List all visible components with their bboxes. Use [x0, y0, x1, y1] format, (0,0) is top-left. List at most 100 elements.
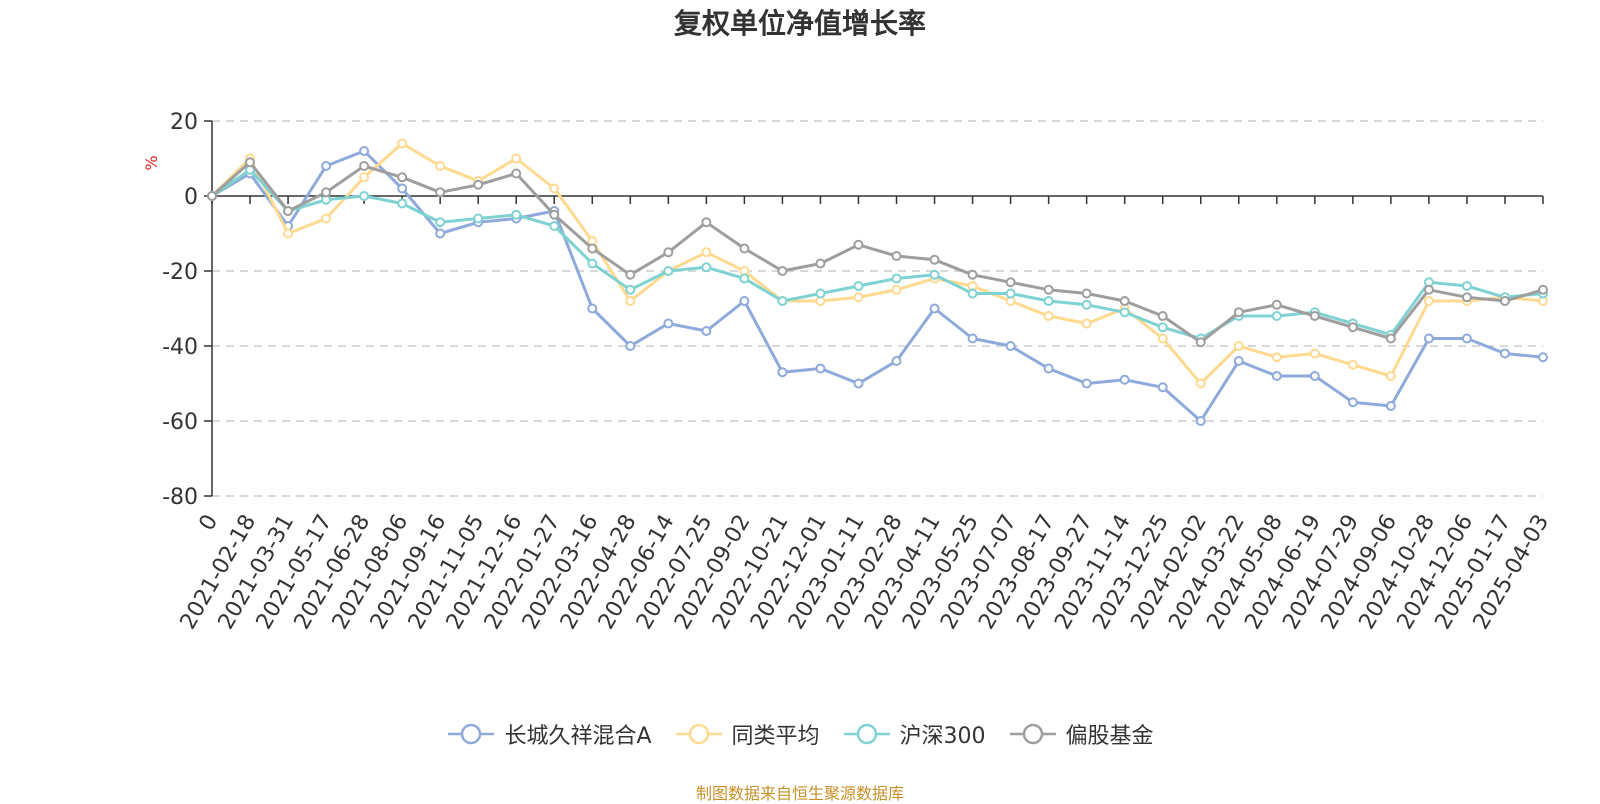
data-point — [929, 254, 940, 265]
data-point — [1157, 311, 1168, 321]
data-point — [701, 217, 712, 228]
data-point — [1347, 397, 1358, 408]
data-point — [777, 266, 788, 276]
data-point — [397, 198, 408, 209]
data-point — [397, 172, 408, 183]
data-point — [701, 262, 712, 273]
data-point — [397, 183, 408, 194]
data-point — [1271, 371, 1282, 381]
data-point — [1271, 299, 1282, 310]
data-point — [1499, 296, 1510, 306]
legend-label: 长城久祥混合A — [504, 724, 652, 749]
data-point — [891, 356, 902, 366]
data-point — [321, 161, 332, 171]
x-tick-label: 0 — [195, 511, 224, 536]
data-point — [777, 367, 788, 378]
data-point — [967, 333, 978, 344]
data-point — [1081, 288, 1092, 299]
data-point — [929, 269, 940, 280]
data-point — [1195, 337, 1206, 348]
series-line-1 — [210, 142, 1544, 385]
legend-swatch-icon — [448, 723, 495, 745]
data-point — [891, 273, 902, 284]
data-point — [1157, 322, 1168, 333]
data-point — [1157, 382, 1168, 393]
data-point — [1233, 341, 1244, 351]
source-note: 制图数据来自恒生聚源数据库 — [695, 784, 904, 803]
data-point — [1385, 371, 1396, 381]
data-point — [473, 179, 484, 190]
data-point — [739, 273, 750, 284]
legend: 长城久祥混合A 同类平均 沪深300 偏股基金 — [0, 718, 1600, 750]
data-point — [359, 191, 370, 201]
data-point — [435, 161, 446, 171]
data-point — [359, 161, 370, 171]
data-point — [1195, 416, 1206, 426]
data-point — [853, 292, 864, 303]
data-point — [701, 247, 712, 258]
data-point — [1309, 348, 1320, 359]
y-tick-label: 20 — [170, 110, 198, 135]
data-point — [549, 183, 560, 194]
data-point — [435, 228, 446, 239]
data-point — [1538, 284, 1548, 295]
data-point — [321, 213, 332, 224]
data-point — [359, 172, 370, 183]
data-point — [1423, 284, 1434, 295]
data-point — [511, 153, 522, 164]
data-point — [1043, 311, 1054, 321]
y-tick-label: -80 — [162, 485, 198, 510]
data-point — [929, 303, 940, 314]
data-point — [739, 243, 750, 254]
data-point — [967, 269, 978, 280]
data-point — [207, 191, 217, 201]
data-point — [625, 284, 636, 295]
legend-label: 沪深300 — [899, 724, 986, 749]
data-point — [815, 363, 826, 374]
data-point — [1347, 322, 1358, 333]
data-point — [587, 243, 598, 254]
data-point — [625, 296, 636, 306]
data-point — [321, 187, 332, 198]
data-point — [891, 284, 902, 295]
data-point — [1423, 333, 1434, 344]
data-point — [283, 228, 294, 239]
series-line-2 — [211, 168, 1544, 340]
y-tick-label: -60 — [162, 410, 198, 435]
data-point — [1081, 378, 1092, 389]
data-point — [397, 138, 408, 149]
legend-swatch-icon — [1009, 723, 1056, 745]
legend-label: 同类平均 — [731, 724, 820, 749]
data-point — [1043, 296, 1054, 306]
axes — [204, 120, 1544, 497]
y-tick-label: -40 — [162, 335, 198, 360]
data-point — [853, 281, 864, 291]
chart-title: 复权单位净值增长率 — [673, 7, 926, 40]
data-point — [1461, 292, 1472, 303]
legend-item[interactable]: 长城久祥混合A — [446, 718, 652, 750]
legend-item[interactable]: 偏股基金 — [1008, 718, 1154, 750]
data-point — [1347, 359, 1358, 370]
data-point — [625, 269, 636, 280]
data-point — [815, 288, 826, 299]
data-point — [1043, 363, 1054, 374]
data-point — [511, 209, 522, 220]
y-tick-label: -20 — [162, 260, 198, 285]
data-point — [1119, 374, 1130, 385]
legend-item[interactable]: 沪深300 — [842, 718, 986, 750]
y-tick-label: 0 — [184, 185, 198, 210]
data-point — [853, 378, 864, 389]
data-point — [587, 258, 598, 269]
legend-item[interactable]: 同类平均 — [674, 718, 820, 750]
data-point — [1043, 284, 1054, 295]
data-point — [967, 288, 978, 299]
data-point — [739, 296, 750, 306]
data-point — [891, 251, 902, 261]
data-point — [1423, 296, 1434, 306]
data-point — [815, 258, 826, 269]
data-point — [1157, 333, 1168, 344]
data-point — [549, 221, 560, 231]
data-point — [511, 168, 522, 179]
y-axis-unit: % — [142, 155, 161, 170]
series-lines — [207, 138, 1548, 426]
